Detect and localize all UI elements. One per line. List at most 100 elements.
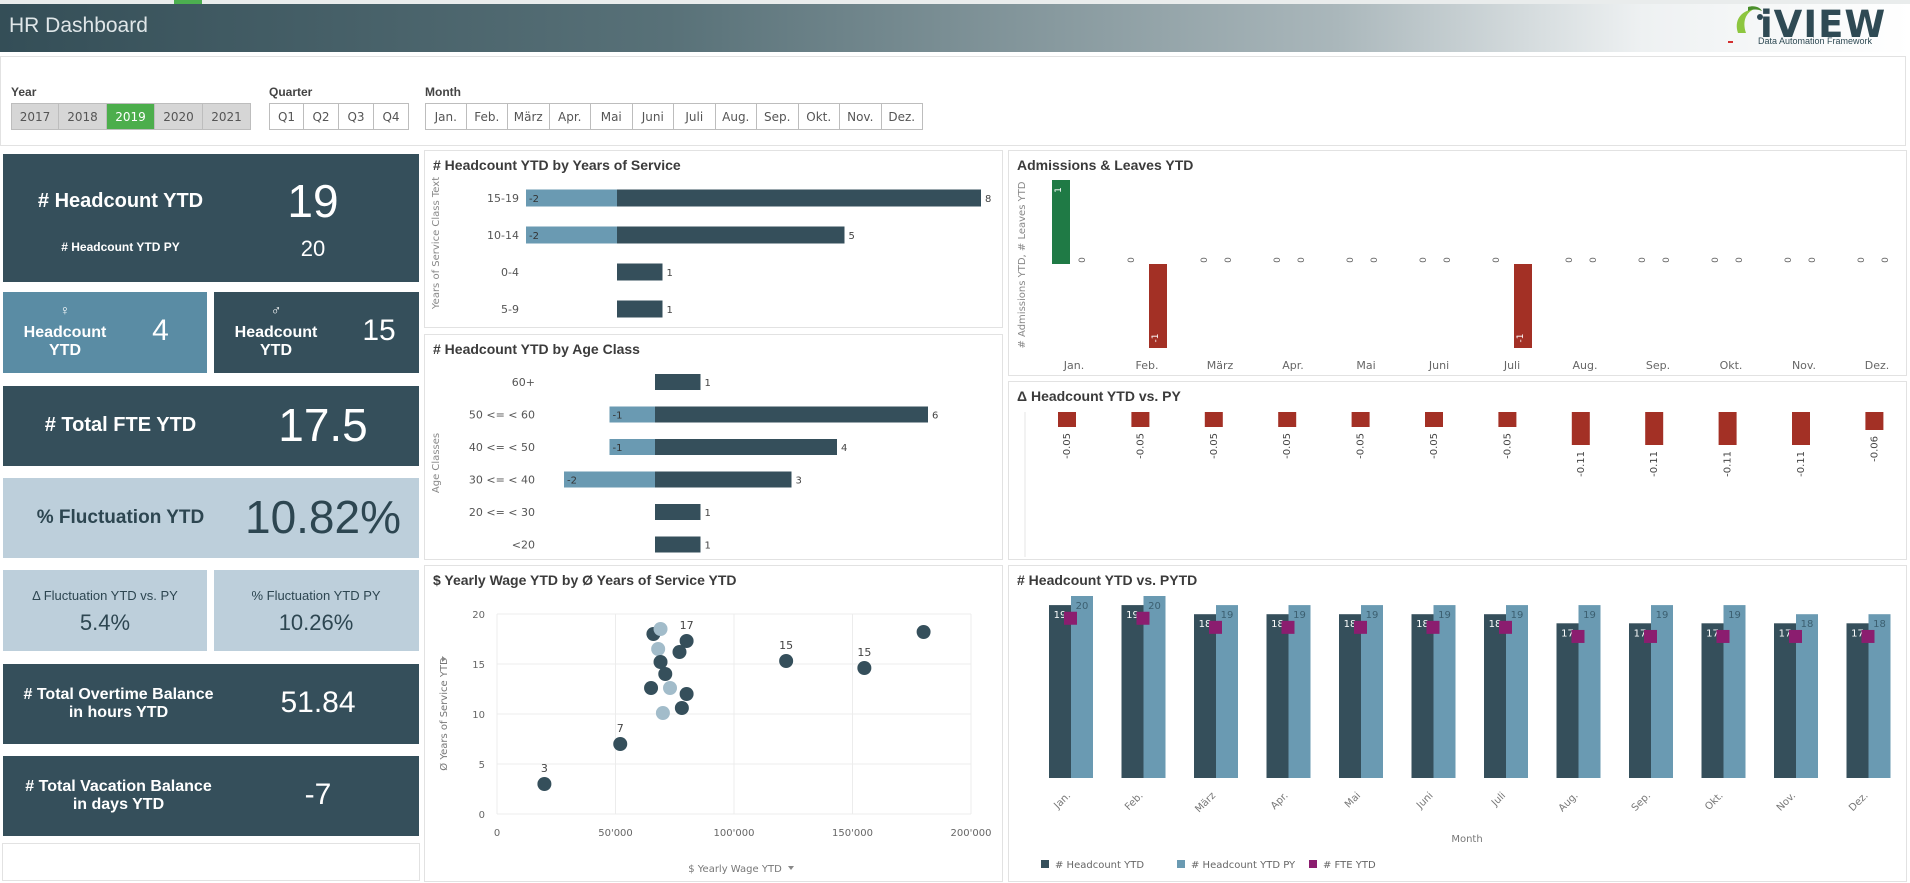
- headcount-ytd-label: 18: [1199, 619, 1212, 630]
- category-label: 5-9: [501, 303, 519, 316]
- kpi-vacation-label-2: in days YTD: [72, 796, 165, 813]
- male-icon: ♂: [270, 302, 282, 318]
- x-tick-label: Feb.: [1123, 790, 1146, 813]
- x-tick-label: Apr.: [1269, 790, 1291, 812]
- kpi-overtime-balance[interactable]: # Total Overtime Balance in hours YTD 51…: [3, 664, 419, 744]
- month-aug-button[interactable]: Aug.: [715, 103, 757, 130]
- kpi-overtime-value: 51.84: [280, 686, 356, 719]
- kpi-total-fte[interactable]: # Total FTE YTD 17.5: [3, 386, 419, 466]
- month-feb-button[interactable]: Feb.: [466, 103, 508, 130]
- delta-chart-svg: -0.05 -0.05 -0.05 -0.05 -0.05 -0.05 -0.05 -0.11…: [1024, 412, 1884, 557]
- kpi-female-value: 4: [152, 314, 169, 347]
- quarter-q4-button[interactable]: Q4: [374, 103, 409, 130]
- bar-headcount-py: [1361, 605, 1383, 778]
- bar-headcount-ytd: [1629, 623, 1651, 778]
- delta-value-label: -0.05: [1502, 433, 1513, 459]
- logo-swoosh-icon: [1736, 6, 1763, 33]
- headcount-py-label: 19: [1438, 610, 1451, 621]
- year-2020-button[interactable]: 2020: [155, 103, 203, 130]
- headcount-py-label: 19: [1511, 610, 1524, 621]
- kpi-fluctuation[interactable]: % Fluctuation YTD 10.82%: [3, 478, 419, 558]
- month-jun-button[interactable]: Juni: [632, 103, 674, 130]
- admissions-value-label: 0: [1200, 257, 1210, 263]
- quarter-q1-button[interactable]: Q1: [269, 103, 304, 130]
- chart-wage-by-service[interactable]: 0 0 5 50'000 10 100'000 15 150'000 20 200'000 Ø Ye…: [424, 565, 1003, 882]
- scatter-point: [644, 681, 659, 695]
- leaves-value-label: 0: [1443, 257, 1453, 263]
- year-2017-button[interactable]: 2017: [11, 103, 59, 130]
- month-sep-button[interactable]: Sep.: [757, 103, 799, 130]
- quarter-q2-button[interactable]: Q2: [304, 103, 339, 130]
- chart-headcount-by-age[interactable]: Age Classes 60+ 1 50 <= < 60 6 -1 40 <= < 50 4 -…: [424, 334, 1003, 560]
- month-nov-button[interactable]: Nov.: [840, 103, 882, 130]
- bar-headcount-py: [1433, 605, 1456, 778]
- kpi-headcount-ytd[interactable]: # Headcount YTD 19 # Headcount YTD PY 20: [3, 154, 419, 282]
- month-oct-button[interactable]: Okt.: [798, 103, 840, 130]
- month-mar-button[interactable]: März: [508, 103, 550, 130]
- scatter-point: [537, 777, 552, 791]
- kpi-fluctuation-delta[interactable]: Δ Fluctuation YTD vs. PY 5.4%: [3, 570, 207, 651]
- month-may-button[interactable]: Mai: [591, 103, 633, 130]
- year-2019-button[interactable]: 2019: [107, 103, 155, 130]
- scatter-point: [779, 654, 794, 668]
- bar-headcount-ytd: [1266, 614, 1289, 778]
- bar-positive: [617, 263, 663, 281]
- quarter-q3-button[interactable]: Q3: [339, 103, 374, 130]
- x-tick-label: 100'000: [714, 828, 755, 839]
- kpi-vacation-balance[interactable]: # Total Vacation Balance in days YTD -7: [3, 756, 419, 836]
- scatter-point: [653, 655, 668, 669]
- headcount-chart-title: # Headcount YTD vs. PYTD: [1017, 572, 1198, 588]
- bar-headcount-py: [1506, 605, 1528, 778]
- month-apr-button[interactable]: Apr.: [549, 103, 591, 130]
- bar-headcount-ytd: [1339, 614, 1361, 778]
- kpi-fluct-delta-label: Δ Fluctuation YTD vs. PY: [32, 588, 178, 603]
- bar-headcount-py: [1868, 614, 1891, 778]
- month-dec-button[interactable]: Dez.: [881, 103, 923, 130]
- bar-positive: [617, 226, 845, 244]
- year-2018-button[interactable]: 2018: [59, 103, 107, 130]
- filter-bar: Year 2017 2018 2019 2020 2021 Quarter Q1…: [0, 56, 1906, 146]
- delta-value-label: -0.11: [1796, 451, 1807, 477]
- chart-headcount-by-service[interactable]: Years of Service Class Text 15-19 8 -2 10-14…: [424, 150, 1003, 328]
- age-chart-title: # Headcount YTD by Age Class: [433, 341, 640, 357]
- kpi-fluctuation-value: 10.82%: [244, 491, 401, 543]
- header-top-strip: [0, 0, 1910, 4]
- x-tick-label: 0: [494, 828, 500, 839]
- kpi-fluct-py-value: 10.26%: [278, 610, 354, 635]
- month-jan-button[interactable]: Jan.: [425, 103, 467, 130]
- x-tick-label: Mai: [1356, 359, 1375, 372]
- bar-headcount-ytd: [1411, 614, 1434, 778]
- x-tick-label: Sep.: [1646, 359, 1670, 372]
- bar-headcount-py: [1578, 605, 1601, 778]
- kpi-vacation-value: -7: [304, 778, 332, 811]
- kpi-female-headcount[interactable]: ♀ Headcount YTD 4: [3, 292, 207, 373]
- x-tick-label: Apr.: [1282, 359, 1304, 372]
- bar-leaves: [1514, 264, 1532, 348]
- kpi-male-headcount[interactable]: ♂ Headcount YTD 15: [214, 292, 419, 373]
- bar-positive: [655, 406, 928, 423]
- fte-marker: [1571, 629, 1585, 643]
- y-tick-label: 20: [472, 610, 485, 621]
- bar-headcount-ytd: [1194, 614, 1216, 778]
- year-2021-button[interactable]: 2021: [203, 103, 251, 130]
- bar-headcount-py: [1143, 596, 1166, 778]
- headcount-ytd-label: 18: [1489, 619, 1502, 630]
- bar-negative-label: -1: [613, 411, 623, 422]
- page-title: HR Dashboard: [9, 14, 148, 37]
- bar-headcount-py: [1071, 596, 1093, 778]
- scatter-point: [655, 706, 670, 720]
- bar-delta: [1498, 412, 1517, 427]
- admissions-value-label: 0: [1127, 257, 1137, 263]
- chart-admissions-leaves[interactable]: # Admissions YTD, # Leaves YTD Jan. 1 0 Feb.…: [1008, 150, 1907, 376]
- bar-positive: [655, 374, 701, 390]
- legend-label: # FTE YTD: [1323, 860, 1376, 871]
- admissions-value-label: 1: [1054, 187, 1064, 193]
- bar-headcount-ytd: [1556, 623, 1579, 778]
- month-jul-button[interactable]: Juli: [674, 103, 716, 130]
- scatter-point: [653, 622, 668, 636]
- chart-headcount-vs-pytd[interactable]: 19 20 Jan. 19 20 Feb. 18 19 März 18 19 Apr. 18 19 Mai 1…: [1008, 565, 1907, 882]
- chart-headcount-delta[interactable]: -0.05 -0.05 -0.05 -0.05 -0.05 -0.05 -0.05 -0.11…: [1008, 381, 1907, 560]
- kpi-female-label-1: Headcount: [23, 324, 107, 341]
- kpi-fluctuation-py[interactable]: % Fluctuation YTD PY 10.26%: [214, 570, 419, 651]
- bar-positive: [655, 536, 701, 553]
